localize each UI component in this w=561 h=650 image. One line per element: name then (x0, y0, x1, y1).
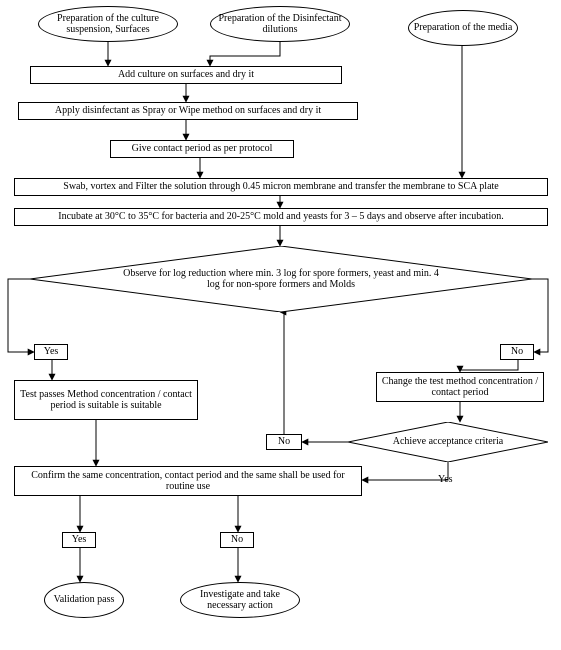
node-investigate: Investigate and take necessary action (180, 582, 300, 618)
node-achieve-label: Achieve acceptance criteria (348, 422, 548, 462)
node-add_culture: Add culture on surfaces and dry it (30, 66, 342, 84)
node-prep_media: Preparation of the media (408, 10, 518, 46)
node-yes3_box: Yes (62, 532, 96, 548)
node-contact_period: Give contact period as per protocol (110, 140, 294, 158)
edge-1 (210, 42, 280, 66)
edge-9 (532, 279, 548, 352)
node-confirm: Confirm the same concentration, contact … (14, 466, 362, 496)
node-no3_box: No (220, 532, 254, 548)
node-prep_disinf: Preparation of the Disinfectant dilution… (210, 6, 350, 42)
node-no1_box: No (500, 344, 534, 360)
node-achieve: Achieve acceptance criteria (348, 422, 548, 462)
node-swab_filter: Swab, vortex and Filter the solution thr… (14, 178, 548, 196)
edge-14 (280, 312, 284, 434)
edge-11 (460, 360, 518, 372)
node-apply_disinf: Apply disinfectant as Spray or Wipe meth… (18, 102, 358, 120)
node-prep_culture: Preparation of the culture suspension, S… (38, 6, 178, 42)
node-observe: Observe for log reduction where min. 3 l… (30, 246, 532, 312)
edges-layer (0, 0, 561, 650)
label-yes2: Yes (438, 474, 453, 486)
edge-15 (362, 462, 448, 480)
node-yes1_box: Yes (34, 344, 68, 360)
node-no2_box: No (266, 434, 302, 450)
node-change_method: Change the test method concentration / c… (376, 372, 544, 402)
node-test_passes: Test passes Method concentration / conta… (14, 380, 198, 420)
node-incubate: Incubate at 30°C to 35°C for bacteria an… (14, 208, 548, 226)
node-observe-label: Observe for log reduction where min. 3 l… (30, 246, 532, 312)
node-validation: Validation pass (44, 582, 124, 618)
